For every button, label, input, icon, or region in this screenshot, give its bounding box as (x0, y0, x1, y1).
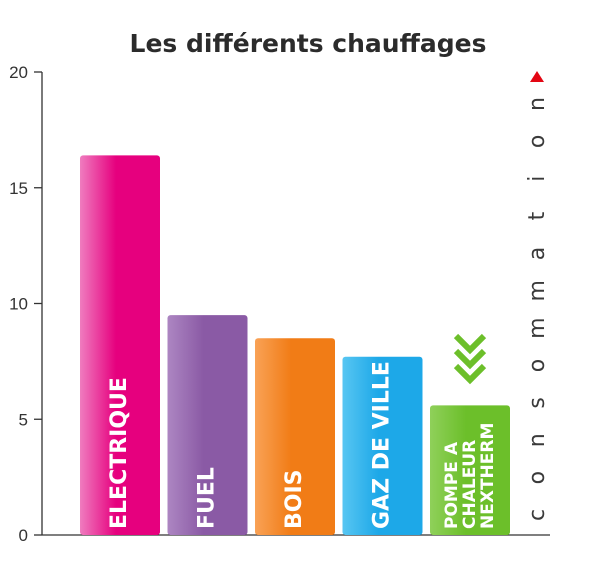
y-tick-label: 10 (9, 295, 28, 314)
consommation-letter: n (525, 433, 550, 447)
bar-label: POMPE A (442, 441, 462, 529)
consommation-letter: i (525, 176, 550, 182)
chevron-down-icon (453, 333, 487, 355)
bar (255, 338, 335, 535)
bar-label: GAZ DE VILLE (370, 361, 395, 529)
bar (80, 155, 160, 535)
chevron-down-icon (453, 348, 487, 370)
chevron-down-icon (453, 333, 487, 385)
consommation-letter: o (525, 135, 550, 148)
consommation-letter: t (525, 211, 550, 220)
up-arrow-icon (530, 71, 544, 82)
consommation-letter: o (525, 359, 550, 372)
y-tick-label: 20 (9, 63, 28, 82)
consommation-letter: a (525, 247, 550, 260)
bar-labels: ELECTRIQUE FUEL BOIS GAZ DE VILLE POMPE ACHA… (107, 361, 498, 529)
bar-label: CHALEUR (460, 440, 480, 529)
bar-label: NEXTHERM (478, 423, 498, 529)
bar-label: BOIS (282, 469, 307, 529)
chart-title: Les différents chauffages (130, 29, 487, 58)
consommation-letter: c (525, 509, 550, 521)
bar-label: FUEL (195, 467, 220, 529)
y-tick-label: 0 (19, 526, 28, 545)
bar (430, 405, 510, 535)
consommation-label: n o i t a mm o s n o c (525, 97, 550, 521)
y-tick-label: 15 (9, 179, 28, 198)
bar (167, 315, 248, 535)
consommation-letter: n (525, 97, 550, 111)
chevron-down-icon (453, 363, 487, 385)
y-tick-label: 5 (19, 410, 28, 429)
consommation-letter: m (525, 317, 550, 338)
bar (342, 356, 423, 535)
y-axis-ticks: 0 5 10 15 20 (9, 63, 42, 545)
bar-label: ELECTRIQUE (107, 377, 132, 529)
consommation-letter: m (525, 280, 550, 301)
consommation-letter: o (525, 471, 550, 484)
bars (80, 155, 510, 535)
consommation-letter: s (525, 397, 550, 408)
